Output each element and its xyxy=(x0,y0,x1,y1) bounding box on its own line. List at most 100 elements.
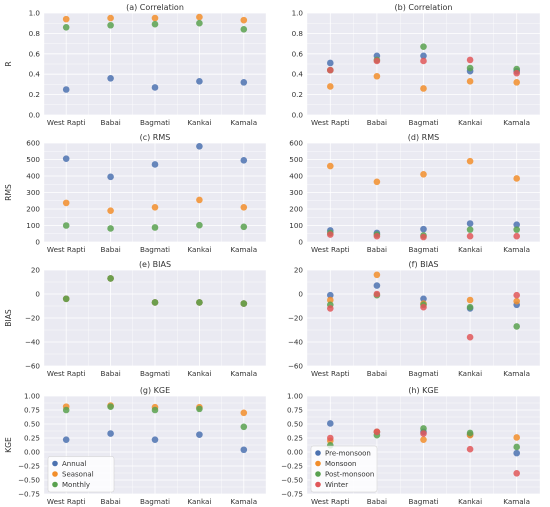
x-tick-label: Babai xyxy=(367,245,387,254)
y-tick-label: 200 xyxy=(26,205,40,214)
data-point-monsoon xyxy=(420,85,427,92)
y-tick-label: 0 xyxy=(35,290,40,299)
legend-marker xyxy=(315,460,321,467)
data-point-seasonal xyxy=(196,13,203,21)
y-tick-label: 0.2 xyxy=(292,90,303,99)
legend-label: Pre-monsoon xyxy=(325,450,371,458)
data-point-monthly xyxy=(196,221,203,229)
y-axis-label: KGE xyxy=(4,437,13,453)
y-tick-label: −60 xyxy=(288,362,304,371)
x-tick-label: Kankai xyxy=(187,245,211,254)
x-tick-label: Kamala xyxy=(230,497,257,506)
x-tick-label: West Rapti xyxy=(47,497,86,506)
y-tick-label: −20 xyxy=(25,314,41,323)
data-point-monsoon xyxy=(513,175,520,182)
data-point-monthly xyxy=(240,300,248,307)
data-point-seasonal xyxy=(196,196,203,204)
legend-marker xyxy=(315,471,321,477)
y-tick-label: 1.00 xyxy=(24,392,40,401)
data-point-monsoon xyxy=(513,79,520,86)
data-point-winter xyxy=(466,56,474,64)
data-point-pre-monsoon xyxy=(327,291,334,299)
x-tick-label: Bagmati xyxy=(408,245,438,254)
data-point-annual xyxy=(62,436,70,443)
chart-title: (a) Correlation xyxy=(126,3,184,12)
data-point-pre-monsoon xyxy=(420,295,427,303)
y-tick-label: 600 xyxy=(26,139,40,148)
data-point-annual xyxy=(240,157,248,164)
y-tick-label: 400 xyxy=(26,172,40,181)
x-tick-label: Kankai xyxy=(458,118,482,127)
y-tick-label: 0.2 xyxy=(29,90,40,99)
data-point-monthly xyxy=(196,405,203,413)
y-tick-label: 0 xyxy=(35,238,40,247)
x-tick-label: Kankai xyxy=(187,369,211,378)
data-point-winter xyxy=(420,430,427,437)
data-point-seasonal xyxy=(62,199,70,207)
y-tick-label: 0 xyxy=(298,290,303,299)
chart-title: (g) KGE xyxy=(140,386,170,395)
data-point-pre-monsoon xyxy=(327,59,334,67)
x-tick-label: Kamala xyxy=(230,245,257,254)
data-point-monthly xyxy=(240,26,248,33)
data-point-pre-monsoon xyxy=(327,420,334,427)
data-point-annual xyxy=(107,430,114,437)
legend-label: Winter xyxy=(325,481,348,489)
data-point-winter xyxy=(513,232,520,240)
y-tick-label: 0.50 xyxy=(24,420,40,429)
y-tick-label: 0.8 xyxy=(29,29,41,38)
x-tick-label: Babai xyxy=(367,369,387,378)
y-tick-label: 0.00 xyxy=(287,448,303,457)
data-point-annual xyxy=(62,155,70,162)
data-point-post-monsoon xyxy=(420,425,427,432)
data-point-post-monsoon xyxy=(513,443,520,451)
y-tick-label: −40 xyxy=(25,338,41,347)
chart-legend: Pre-monsoon Monsoon Post-monsoon Winter xyxy=(310,445,378,493)
legend-box xyxy=(47,456,115,493)
data-point-monsoon xyxy=(420,171,427,178)
data-point-winter xyxy=(327,305,334,312)
chart-panel-3: 0 100 200 300 400 500 600 West Rapti Babai Bagmat… xyxy=(4,133,267,254)
y-tick-label: 0.4 xyxy=(29,70,41,79)
data-point-winter xyxy=(420,303,427,311)
data-point-monthly xyxy=(107,275,114,282)
data-point-winter xyxy=(373,57,381,65)
data-point-seasonal xyxy=(240,16,248,24)
data-point-monthly xyxy=(62,23,70,31)
data-point-post-monsoon xyxy=(420,43,427,50)
data-point-monsoon xyxy=(420,436,427,443)
x-tick-label: Kamala xyxy=(503,369,530,378)
chart-panel-4: 0 100 200 300 400 500 600 West Rapti Babai Bagmat… xyxy=(289,133,541,254)
y-tick-label: 0.00 xyxy=(24,448,40,457)
x-tick-label: West Rapti xyxy=(311,369,350,378)
y-tick-label: −0.25 xyxy=(281,462,303,471)
x-tick-label: Kankai xyxy=(187,118,211,127)
x-tick-label: West Rapti xyxy=(47,245,86,254)
data-point-pre-monsoon xyxy=(420,225,427,233)
data-point-winter xyxy=(513,469,520,477)
y-tick-label: 300 xyxy=(26,188,40,197)
y-tick-label: 100 xyxy=(289,221,303,230)
x-tick-label: Kamala xyxy=(230,369,257,378)
x-tick-label: Babai xyxy=(100,497,120,506)
x-tick-label: Bagmati xyxy=(408,369,438,378)
chart-title: (b) Correlation xyxy=(395,3,453,12)
legend-label: Monsoon xyxy=(325,460,356,468)
x-tick-label: West Rapti xyxy=(47,369,86,378)
y-axis-label: BIAS xyxy=(4,309,13,327)
data-point-monthly xyxy=(196,299,203,306)
data-point-monthly xyxy=(151,20,159,28)
legend-marker xyxy=(52,460,58,467)
data-point-annual xyxy=(196,143,203,150)
y-tick-label: −20 xyxy=(288,314,304,323)
data-point-seasonal xyxy=(151,14,159,22)
x-tick-label: Kamala xyxy=(503,497,530,506)
data-point-monsoon xyxy=(513,434,520,441)
y-tick-label: 200 xyxy=(289,205,303,214)
x-tick-label: Bagmati xyxy=(140,245,170,254)
data-point-annual xyxy=(151,436,159,443)
data-point-monthly xyxy=(240,423,248,431)
data-point-winter xyxy=(466,333,474,341)
x-tick-label: Babai xyxy=(367,118,387,127)
legend-marker xyxy=(52,481,58,488)
